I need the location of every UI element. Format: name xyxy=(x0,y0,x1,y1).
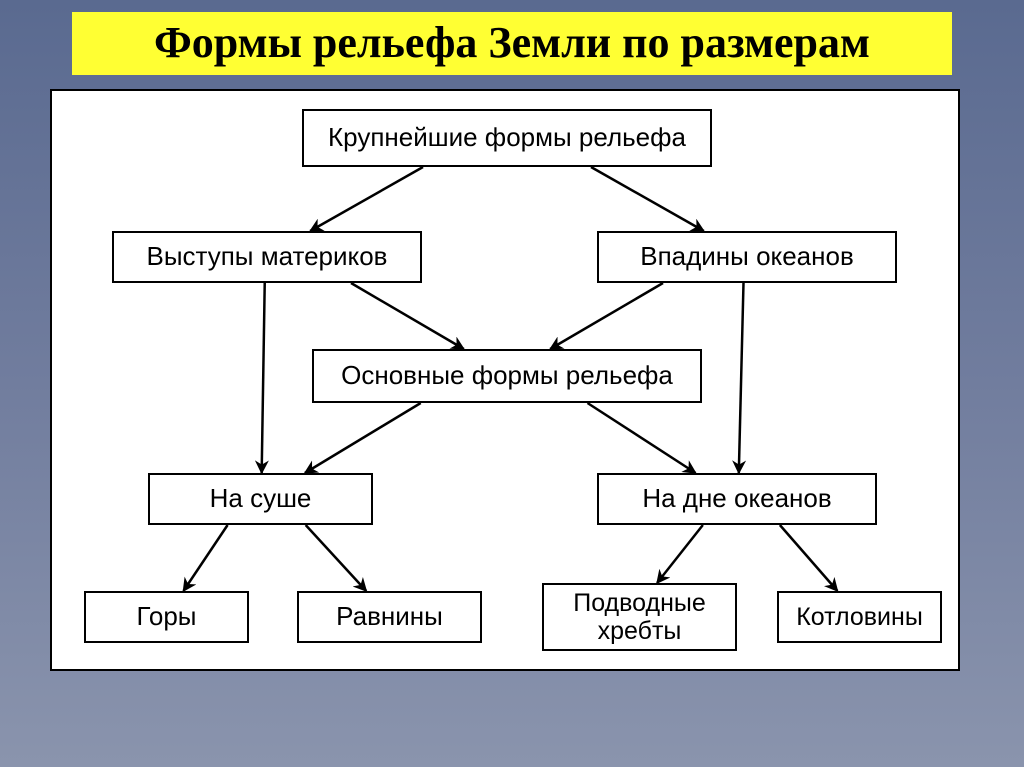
slide-title: Формы рельефа Земли по размерам xyxy=(72,12,952,75)
node-n-oceans: Впадины океанов xyxy=(597,231,897,283)
edge-n-land-to-n-mountains xyxy=(183,525,227,591)
edge-n-oceans-to-n-seafloor xyxy=(739,283,744,473)
node-n-basins: Котловины xyxy=(777,591,942,643)
node-n-root: Крупнейшие формы рельефа xyxy=(302,109,712,167)
edge-n-root-to-n-oceans xyxy=(591,167,704,231)
node-n-mountains: Горы xyxy=(84,591,249,643)
edge-n-root-to-n-continents xyxy=(310,167,423,231)
edge-n-main-to-n-seafloor xyxy=(588,403,696,473)
edge-n-land-to-n-plains xyxy=(306,525,367,591)
node-n-main: Основные формы рельефа xyxy=(312,349,702,403)
edge-n-continents-to-n-main xyxy=(351,283,464,349)
node-n-ridges: Подводные хребты xyxy=(542,583,737,651)
diagram-panel: Крупнейшие формы рельефа Выступы материко… xyxy=(50,89,960,671)
edge-n-oceans-to-n-main xyxy=(550,283,663,349)
node-n-plains: Равнины xyxy=(297,591,482,643)
node-n-continents: Выступы материков xyxy=(112,231,422,283)
node-n-land: На суше xyxy=(148,473,373,525)
node-n-seafloor: На дне океанов xyxy=(597,473,877,525)
edge-n-main-to-n-land xyxy=(305,403,421,473)
edge-n-seafloor-to-n-basins xyxy=(780,525,838,591)
slide: Формы рельефа Земли по размерам Крупнейш… xyxy=(0,0,1024,767)
edge-n-seafloor-to-n-ridges xyxy=(657,525,703,583)
edge-n-continents-to-n-land xyxy=(262,283,265,473)
